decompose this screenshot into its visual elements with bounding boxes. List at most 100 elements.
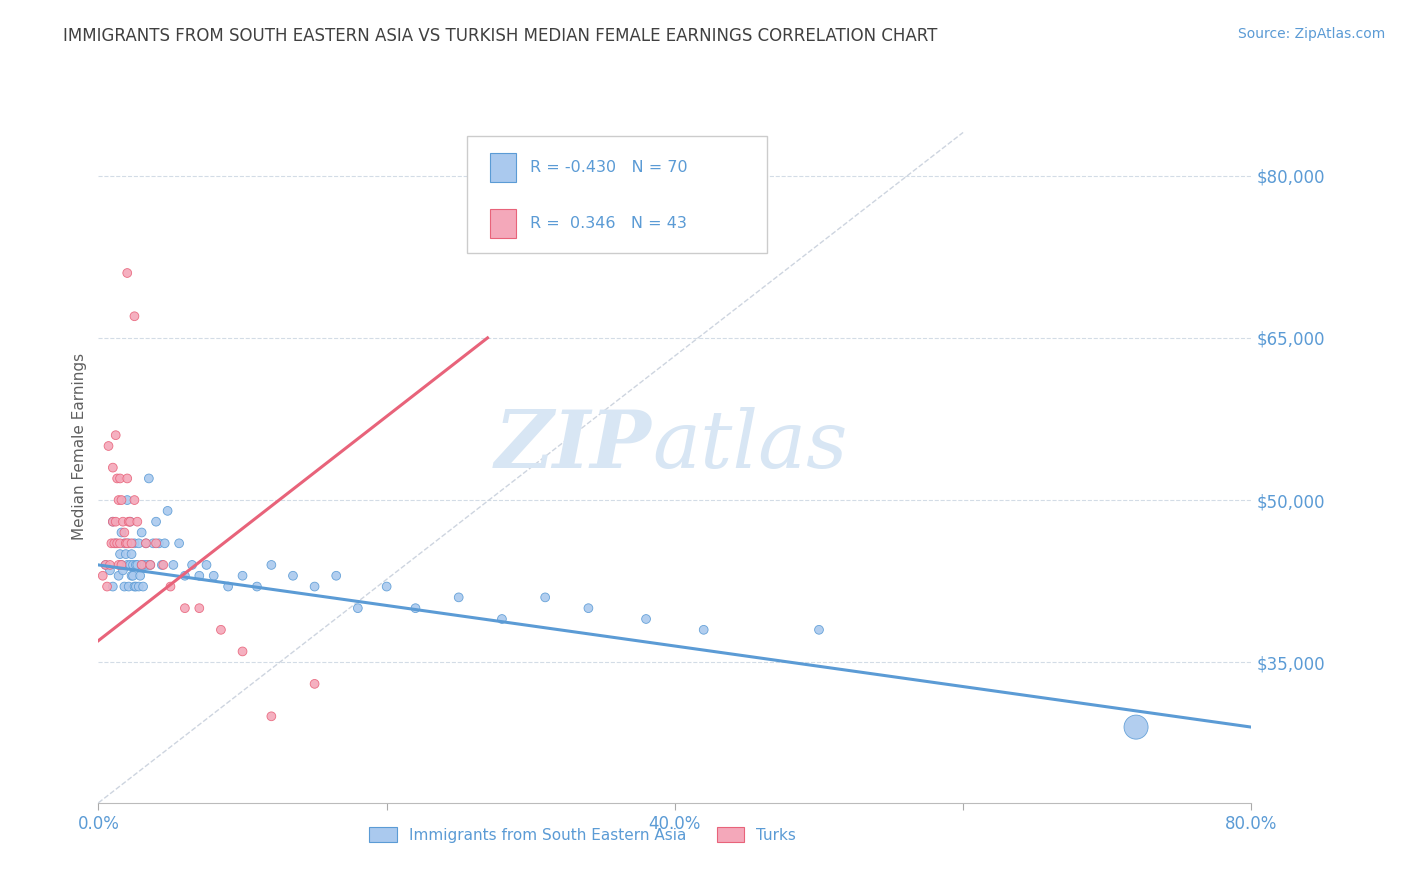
Point: [110, 558, 132, 572]
Point: [128, 580, 150, 594]
Point: [105, 471, 128, 485]
Point: [97, 439, 120, 453]
Point: [132, 580, 155, 594]
Point: [110, 525, 132, 540]
Text: R =  0.346   N = 43: R = 0.346 N = 43: [530, 216, 686, 231]
Point: [121, 547, 143, 561]
Point: [117, 493, 139, 508]
Point: [101, 515, 124, 529]
Point: [139, 558, 162, 572]
Point: [124, 310, 146, 324]
Point: [447, 591, 470, 605]
Point: [96, 580, 118, 594]
Point: [124, 493, 146, 508]
Point: [124, 536, 146, 550]
Point: [181, 558, 204, 572]
Point: [231, 644, 254, 658]
Point: [127, 515, 149, 529]
Point: [246, 580, 269, 594]
Point: [125, 580, 148, 594]
Point: [118, 515, 141, 529]
Point: [202, 568, 225, 582]
Point: [131, 525, 153, 540]
Point: [145, 515, 167, 529]
Point: [217, 580, 239, 594]
FancyBboxPatch shape: [491, 153, 516, 182]
Point: [162, 558, 184, 572]
Text: ZIP: ZIP: [495, 408, 652, 484]
Point: [375, 580, 398, 594]
Point: [108, 547, 131, 561]
Point: [117, 471, 139, 485]
Point: [578, 601, 600, 615]
Point: [304, 677, 326, 691]
Point: [491, 612, 513, 626]
Point: [135, 536, 157, 550]
Point: [114, 536, 136, 550]
Point: [125, 558, 148, 572]
Text: IMMIGRANTS FROM SOUTH EASTERN ASIA VS TURKISH MEDIAN FEMALE EARNINGS CORRELATION: IMMIGRANTS FROM SOUTH EASTERN ASIA VS TU…: [63, 27, 938, 45]
Point: [118, 536, 141, 550]
Point: [260, 709, 283, 723]
Point: [107, 493, 129, 508]
Point: [139, 558, 162, 572]
Point: [108, 536, 131, 550]
Text: Source: ZipAtlas.com: Source: ZipAtlas.com: [1237, 27, 1385, 41]
Point: [122, 568, 145, 582]
Point: [693, 623, 716, 637]
Point: [98, 563, 121, 577]
FancyBboxPatch shape: [467, 136, 768, 253]
Point: [209, 623, 232, 637]
Point: [120, 515, 142, 529]
Point: [112, 580, 135, 594]
Point: [152, 558, 174, 572]
Point: [117, 558, 139, 572]
Point: [127, 558, 149, 572]
Point: [159, 580, 181, 594]
Point: [156, 504, 179, 518]
Point: [124, 580, 146, 594]
Point: [148, 536, 170, 550]
Point: [346, 601, 368, 615]
Point: [112, 525, 135, 540]
Point: [118, 580, 141, 594]
Point: [145, 536, 167, 550]
Point: [128, 536, 150, 550]
Point: [138, 471, 160, 485]
Point: [195, 558, 218, 572]
Text: R = -0.430   N = 70: R = -0.430 N = 70: [530, 161, 688, 175]
Point: [104, 515, 127, 529]
Point: [101, 580, 124, 594]
Point: [121, 536, 143, 550]
Point: [121, 568, 143, 582]
Point: [167, 536, 190, 550]
Point: [100, 536, 122, 550]
Point: [108, 471, 131, 485]
Point: [1125, 720, 1147, 734]
Point: [135, 536, 157, 550]
FancyBboxPatch shape: [491, 209, 516, 237]
Point: [107, 568, 129, 582]
Point: [117, 266, 139, 280]
Text: atlas: atlas: [652, 408, 848, 484]
Point: [134, 558, 156, 572]
Point: [111, 515, 134, 529]
Point: [104, 536, 127, 550]
Point: [111, 563, 134, 577]
Point: [636, 612, 658, 626]
Point: [110, 493, 132, 508]
Point: [153, 536, 176, 550]
Point: [534, 591, 557, 605]
Point: [808, 623, 831, 637]
Point: [117, 536, 139, 550]
Point: [131, 558, 153, 572]
Point: [405, 601, 427, 615]
Point: [94, 558, 117, 572]
Point: [150, 558, 173, 572]
Point: [188, 601, 211, 615]
Point: [120, 515, 142, 529]
Point: [142, 536, 165, 550]
Point: [107, 558, 129, 572]
Point: [131, 558, 153, 572]
Point: [325, 568, 347, 582]
